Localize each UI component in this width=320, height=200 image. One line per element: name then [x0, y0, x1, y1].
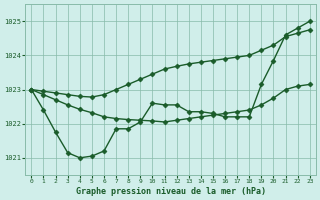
X-axis label: Graphe pression niveau de la mer (hPa): Graphe pression niveau de la mer (hPa)	[76, 187, 266, 196]
